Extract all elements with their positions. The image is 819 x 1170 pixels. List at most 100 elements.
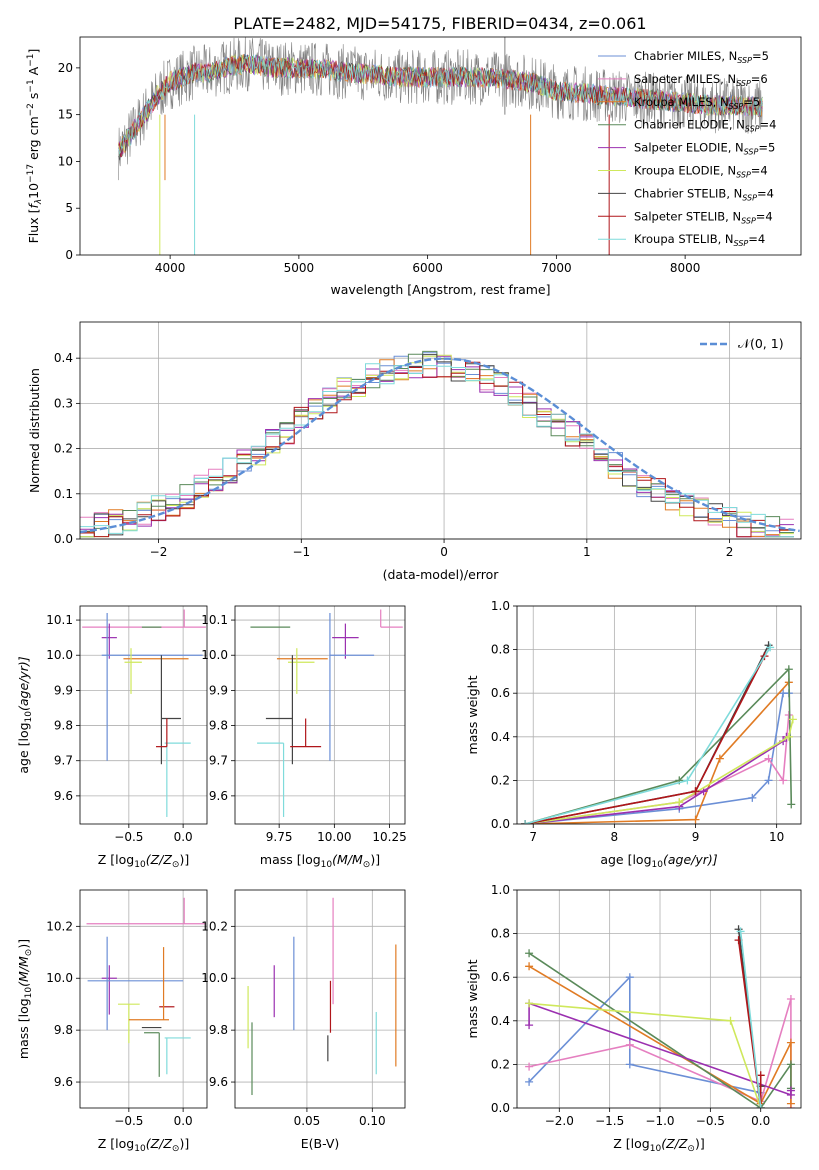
y-tick-label: 0 xyxy=(65,248,73,262)
y-tick-label: 0.0 xyxy=(491,817,510,831)
legend-label: Kroupa ELODIE, N xyxy=(634,164,736,178)
x-tick-label: 10.25 xyxy=(372,830,406,844)
legend-suffix: =4 xyxy=(756,209,773,223)
label-part: Flux [ xyxy=(26,209,41,244)
x-axis-label: age [log10(age/yr)] xyxy=(600,852,717,870)
y-tick-label: 10.2 xyxy=(46,919,73,933)
label-part: )] xyxy=(16,939,31,949)
x-tick-label: 10 xyxy=(769,830,784,844)
label-sun-subscript: ⊙ xyxy=(24,949,34,957)
legend-entry: Salpeter STELIB, NSSP=4 xyxy=(634,209,773,225)
y-tick-label: 0.6 xyxy=(491,970,510,984)
label-superscript: −1 xyxy=(26,53,36,66)
y-tick-label: 0.6 xyxy=(491,686,510,700)
label-subscript: 10 xyxy=(321,860,333,870)
plot-area-spectrum xyxy=(118,37,763,255)
x-tick-label: 6000 xyxy=(412,261,443,275)
x-tick-label: 10.00 xyxy=(317,830,351,844)
panel-residuals: −2 −1 0 1 2 0.0 0.1 0.2 0.3 0.4 𝒩(0, 1) (data-model… xyxy=(27,321,802,582)
y-tick-label: 20 xyxy=(58,61,73,75)
legend-label: Chabrier STELIB, N xyxy=(634,186,742,200)
weight-marker xyxy=(756,1071,765,1080)
y-axis-label: age [log10(age/yr)] xyxy=(16,656,34,773)
y-tick-label: 0.4 xyxy=(491,1014,510,1028)
x-tick-label: 2 xyxy=(726,545,734,559)
weight-line xyxy=(529,1002,762,1108)
label-part: )] xyxy=(370,852,380,867)
model-spectrum-salpeter_elodie xyxy=(118,55,763,158)
legend-suffix: =6 xyxy=(751,72,768,86)
legend-entry: Salpeter ELODIE, NSSP=5 xyxy=(634,141,775,157)
errorbar-point-salpeter_stelib xyxy=(155,718,168,748)
weight-line xyxy=(524,646,771,824)
weight-marker xyxy=(756,1104,765,1108)
x-tick-label: 0.0 xyxy=(751,1114,770,1128)
weight-series-kroupa_stelib xyxy=(521,643,775,824)
legend-entry: Chabrier MILES, NSSP=5 xyxy=(634,49,769,65)
weight-series-kroupa_elodie xyxy=(521,715,797,824)
gaussian-curve xyxy=(80,357,800,534)
weight-marker xyxy=(787,800,796,809)
y-tick-label: 10 xyxy=(58,154,73,168)
x-tick-label: 5000 xyxy=(284,261,315,275)
errorbar-point-salpeter_elodie xyxy=(332,623,359,659)
label-part: )] xyxy=(179,1136,189,1151)
y-tick-label: 0.8 xyxy=(491,927,510,941)
y-tick-label: 15 xyxy=(58,108,73,122)
x-tick-label: 0.0 xyxy=(174,830,193,844)
x-tick-label: 8 xyxy=(611,830,619,844)
x-tick-label: −2.0 xyxy=(545,1114,574,1128)
label-sun-subscript: ⊙ xyxy=(172,860,180,870)
label-part: (M/M xyxy=(16,956,31,987)
errorbar-point-kroupa_stelib xyxy=(164,742,191,817)
weight-line xyxy=(524,719,794,824)
x-tick-label: −1.5 xyxy=(595,1114,624,1128)
y-tick-label: 0.8 xyxy=(491,643,510,657)
x-tick-label: −0.5 xyxy=(114,830,143,844)
weight-marker xyxy=(786,1060,795,1069)
errorbar-point-chabrier_elodie xyxy=(144,1032,160,1077)
legend-entry: Chabrier STELIB, NSSP=4 xyxy=(634,186,774,202)
weight-marker xyxy=(525,949,534,958)
weight-marker xyxy=(525,1062,534,1071)
legend-label: Chabrier ELODIE, N xyxy=(634,118,745,132)
x-tick-label: −0.5 xyxy=(696,1114,725,1128)
legend-suffix: =5 xyxy=(743,95,760,109)
axes-frame xyxy=(79,889,208,1109)
x-axis-label: Z [log10(Z/Z⊙)] xyxy=(98,852,189,870)
weight-line xyxy=(524,655,766,824)
y-axis-label: mass weight xyxy=(465,959,480,1038)
legend-subscript: SSP xyxy=(736,171,751,180)
weight-marker xyxy=(525,1021,534,1030)
label-part: erg cm xyxy=(26,116,41,164)
legend-subscript: SSP xyxy=(729,102,744,111)
legend-label: Salpeter STELIB, N xyxy=(634,209,741,223)
label-subscript: 10 xyxy=(134,1144,146,1154)
legend-entry: Kroupa STELIB, NSSP=4 xyxy=(634,232,765,248)
x-tick-label: 7000 xyxy=(541,261,572,275)
figure-title: PLATE=2482, MJD=54175, FIBERID=0434, z=0… xyxy=(233,14,646,33)
legend-subscript: SSP xyxy=(744,148,759,157)
weight-line xyxy=(524,714,790,824)
y-tick-label: 0.1 xyxy=(54,487,73,501)
errorbar-point-kroupa_elodie xyxy=(117,1003,140,1044)
label-part: )] xyxy=(695,1136,705,1151)
weight-marker xyxy=(779,776,788,785)
axes-frame xyxy=(79,36,802,256)
weight-marker xyxy=(699,787,708,796)
y-tick-label: 9.7 xyxy=(54,754,73,768)
weight-marker xyxy=(786,1099,795,1108)
x-tick-label: 7 xyxy=(529,830,537,844)
x-axis-label: (data-model)/error xyxy=(383,567,500,582)
weight-marker xyxy=(521,820,530,824)
weight-line xyxy=(737,939,762,1108)
y-tick-label: 0.2 xyxy=(54,442,73,456)
label-part: Z [log xyxy=(613,1136,649,1151)
y-tick-label: 10.1 xyxy=(201,613,228,627)
label-part: s xyxy=(26,93,41,104)
legend-subscript: SSP xyxy=(734,239,749,248)
axes-frame xyxy=(234,605,406,825)
label-sun-subscript: ⊙ xyxy=(172,1144,180,1154)
panel-age_vs_mass: 9.75 10.00 10.25 9.6 9.7 9.8 9.9 10.0 10.1 mass [… xyxy=(201,605,407,870)
